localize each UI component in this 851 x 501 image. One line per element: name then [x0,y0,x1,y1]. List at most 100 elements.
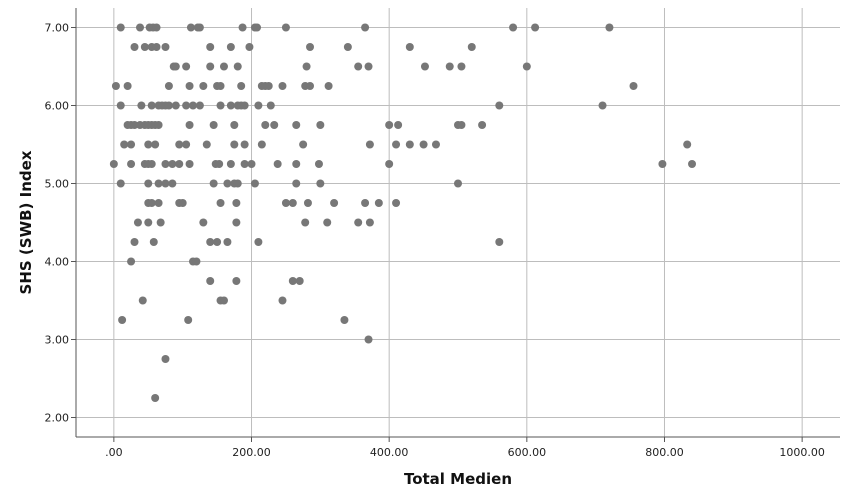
data-point [253,23,262,32]
data-point [116,179,125,188]
grid-lines [76,8,840,437]
data-point [264,82,273,90]
data-point [147,160,156,168]
data-point [219,62,228,71]
data-point [365,218,374,227]
data-point [118,316,127,324]
data-point [111,82,120,90]
data-point [261,121,270,129]
y-tick-label: 2.00 [45,412,70,425]
y-tick-label: 7.00 [45,22,70,35]
data-point [232,277,241,285]
data-point [324,82,333,90]
data-point [237,82,246,90]
data-point [343,43,352,51]
data-point [206,62,215,71]
data-point [281,199,290,207]
y-tick-label: 5.00 [45,178,70,191]
data-point [278,296,287,305]
x-tick-label: 600.00 [508,446,547,459]
data-point [457,121,466,129]
data-point [130,238,139,246]
data-point [522,62,531,71]
data-point [683,140,692,149]
data-point [314,160,323,168]
data-point [420,62,429,71]
data-point [281,23,290,32]
data-point [405,140,414,149]
data-point [431,140,440,149]
data-point [240,160,249,168]
data-point [245,43,254,51]
data-point [184,316,193,324]
data-point [116,101,125,110]
data-point [175,160,184,168]
data-point [354,62,363,71]
y-tick-label: 4.00 [45,256,70,269]
data-point [247,160,256,168]
data-point [130,43,139,51]
data-point [340,316,349,324]
x-tick-label: 800.00 [645,446,684,459]
data-point [178,199,187,207]
data-point [164,101,173,110]
data-points [109,23,697,402]
x-axis-title: Total Medien [404,470,512,488]
data-point [209,121,218,129]
data-point [299,140,308,149]
data-point [199,218,208,227]
data-point [138,296,147,305]
data-point [195,101,204,110]
data-point [216,82,225,90]
data-point [127,257,136,266]
data-point [288,277,297,285]
data-point [230,140,239,149]
data-point [182,62,191,71]
data-point [185,121,194,129]
data-point [467,43,476,51]
axis-ticks: .00 200.00 400.00 600.00 800.00 1000.00 2.00 3.… [45,22,825,460]
data-point [232,218,241,227]
y-tick-label: 3.00 [45,334,70,347]
data-point [364,335,373,344]
data-point [109,160,118,168]
data-point [531,23,540,32]
y-axis-title: SHS (SWB) Index [17,150,35,294]
data-point [209,179,218,188]
data-point [123,82,132,90]
data-point [292,160,301,168]
data-point [213,238,222,246]
data-point [330,199,339,207]
data-point [302,62,311,71]
data-point [216,199,225,207]
data-point [127,160,136,168]
data-point [374,199,383,207]
data-point [215,160,224,168]
data-point [354,218,363,227]
data-point [240,101,249,110]
data-point [230,121,239,129]
data-point [495,238,504,246]
data-point [419,140,428,149]
data-point [156,218,165,227]
data-point [306,82,315,90]
data-point [136,23,145,32]
data-point [233,179,242,188]
data-point [385,160,394,168]
data-point [195,23,204,32]
data-point [361,199,370,207]
data-point [254,101,263,110]
data-point [226,160,235,168]
data-point [316,121,325,129]
data-point [161,355,170,363]
data-point [171,101,180,110]
data-point [154,179,163,188]
data-point [151,140,160,149]
data-point [168,179,177,188]
data-point [232,199,241,207]
data-point [658,160,667,168]
data-point [206,43,215,51]
data-point [457,62,466,71]
data-point [206,277,215,285]
